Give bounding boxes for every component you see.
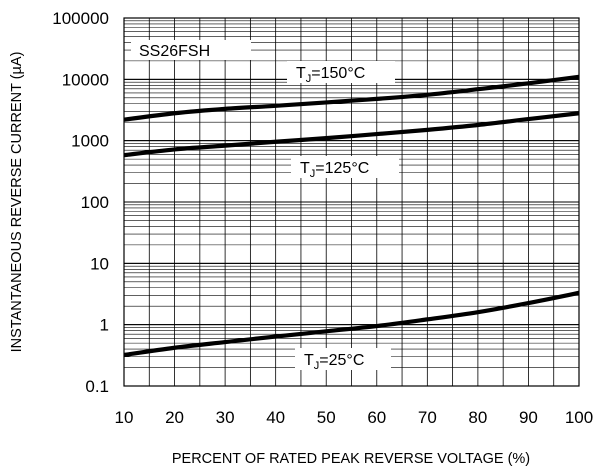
annotation-25c: TJ=25°C: [295, 348, 391, 372]
y-tick-label: 1: [100, 316, 109, 335]
device-label: SS26FSH: [139, 43, 210, 60]
y-tick-label: 10: [90, 254, 109, 273]
y-tick-label: 10000: [62, 70, 109, 89]
x-tick-label: 60: [367, 408, 386, 427]
device-label-box: [131, 40, 251, 60]
annotation-150c-rest: =150°C: [311, 65, 365, 82]
x-tick-label: 70: [418, 408, 437, 427]
annotation-125c-sub: J: [310, 168, 316, 180]
annotation-25c-rest: =25°C: [319, 352, 364, 369]
series-line-1: [123, 111, 580, 158]
annotation-125c-t: T: [300, 160, 310, 177]
series-group: [123, 74, 580, 358]
annotation-150c-sub: J: [306, 73, 312, 85]
plot-grid: [123, 17, 580, 387]
annotation-25c-sub: J: [314, 360, 320, 372]
plot-frame: [123, 17, 580, 387]
y-tick-label: 1000: [71, 132, 109, 151]
y-tick-label: 0.1: [85, 377, 109, 396]
annotation-150c-t: T: [296, 65, 306, 82]
x-tick-label: 50: [317, 408, 336, 427]
series-line-2: [123, 290, 580, 358]
x-axis-title: PERCENT OF RATED PEAK REVERSE VOLTAGE (%…: [172, 451, 530, 467]
annotation-125c-rest: =125°C: [315, 160, 369, 177]
annotation-125c: TJ=125°C: [291, 156, 399, 180]
x-tick-label: 40: [266, 408, 285, 427]
y-axis-title: INSTANTANEOUS REVERSE CURRENT (µA): [9, 52, 25, 353]
y-tick-label: 100: [81, 193, 109, 212]
x-tick-label: 100: [565, 408, 593, 427]
x-tick-label: 90: [519, 408, 538, 427]
svg-text:TJ=150°C: TJ=150°C: [296, 65, 365, 85]
annotation-150c: TJ=150°C: [287, 61, 395, 85]
svg-text:TJ=125°C: TJ=125°C: [300, 160, 369, 180]
series-line-0: [123, 74, 580, 122]
y-tick-labels: 0.1 1 10 100 1000 10000 100000: [52, 9, 109, 396]
y-tick-label: 100000: [52, 9, 109, 28]
x-tick-label: 20: [165, 408, 184, 427]
svg-text:TJ=25°C: TJ=25°C: [304, 352, 364, 372]
x-tick-label: 10: [115, 408, 134, 427]
x-tick-label: 80: [468, 408, 487, 427]
x-tick-label: 30: [216, 408, 235, 427]
x-tick-labels: 10 20 30 40 50 60 70 80 90 100: [115, 408, 594, 427]
annotation-25c-t: T: [304, 352, 314, 369]
